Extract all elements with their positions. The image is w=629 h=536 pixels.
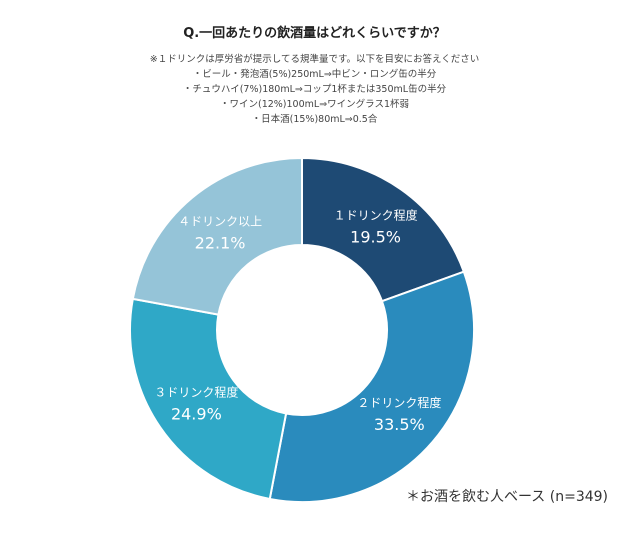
- slice-category-label: ２ドリンク程度: [357, 395, 441, 410]
- slice-value-label: 19.5%: [350, 227, 401, 246]
- note-line: ・ワイン(12%)100mL⇒ワイングラス1杯弱: [219, 99, 410, 110]
- donut-slice: [131, 156, 303, 316]
- slice-value-label: 22.1%: [195, 234, 246, 253]
- donut-slice: [268, 270, 475, 503]
- note-line: ※１ドリンクは厚労省が提示してる規準量です。以下を目安にお答えください: [149, 54, 480, 65]
- slice-value-label: 24.9%: [171, 404, 222, 423]
- donut-slice: [301, 156, 466, 303]
- slice-category-label: １ドリンク程度: [334, 207, 418, 222]
- notes: ※１ドリンクは厚労省が提示してる規準量です。以下を目安にお答えください ・ビール…: [0, 52, 629, 127]
- chart-title: Q.一回あたりの飲酒量はどれくらいですか？: [183, 26, 446, 41]
- slice-category-label: ４ドリンク以上: [178, 215, 262, 229]
- note-line: ・チュウハイ(7%)180mL⇒コップ1杯または350mL缶の半分: [182, 84, 447, 95]
- donut-slice: [129, 297, 288, 501]
- slice-value-label: 33.5%: [374, 415, 425, 434]
- footnote: ＊お酒を飲む人ベース (n=349): [406, 489, 608, 505]
- slice-category-label: ３ドリンク程度: [154, 384, 238, 399]
- note-line: ・日本酒(15%)80mL⇒0.5合: [251, 114, 378, 125]
- note-line: ・ビール・発泡酒(5%)250mL⇒中ビン・ロング缶の半分: [192, 69, 437, 80]
